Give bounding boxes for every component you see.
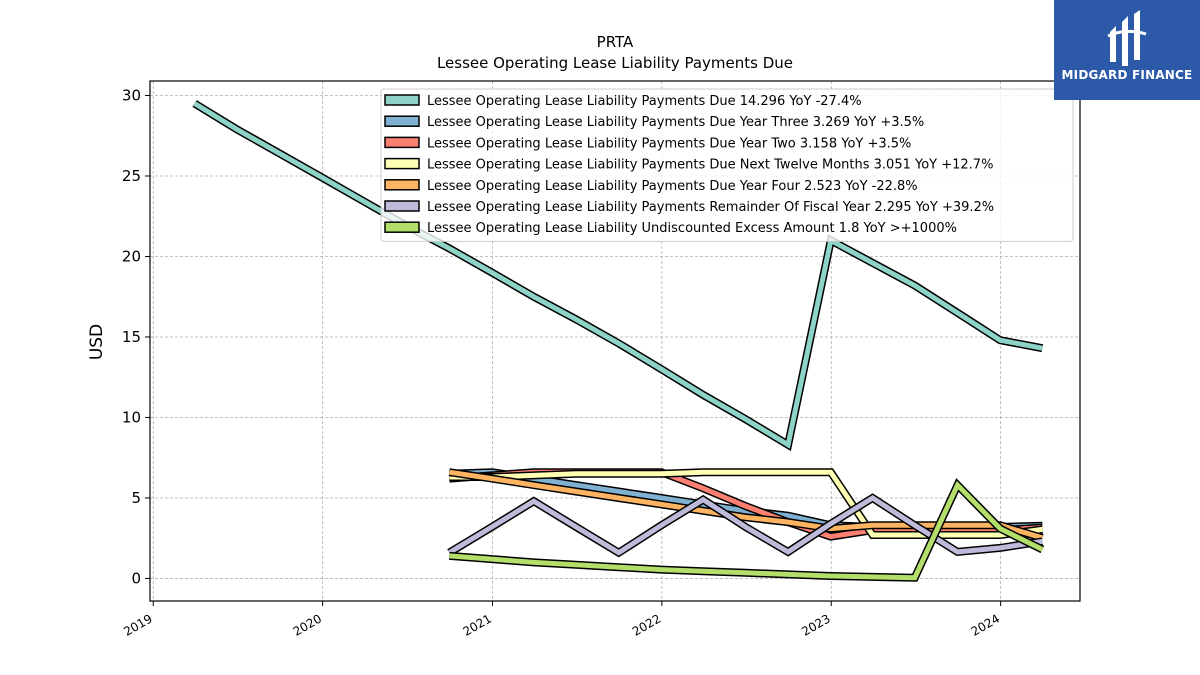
x-tick-label: 2021 xyxy=(461,611,494,638)
x-tick-label: 2023 xyxy=(799,611,832,638)
legend-label: Lessee Operating Lease Liability Payment… xyxy=(427,179,918,194)
series-stroke xyxy=(449,480,1044,581)
legend-entry: Lessee Operating Lease Liability Undisco… xyxy=(384,221,957,236)
y-tick-label: 10 xyxy=(122,408,141,426)
brand-name: MIDGARD FINANCE xyxy=(1061,68,1193,82)
legend-swatch xyxy=(384,221,420,233)
series-stroke xyxy=(193,101,1043,449)
legend-label: Lessee Operating Lease Liability Payment… xyxy=(427,94,862,109)
legend-entry: Lessee Operating Lease Liability Payment… xyxy=(384,157,993,173)
legend-entry: Lessee Operating Lease Liability Payment… xyxy=(384,94,862,109)
midgard-finance-logo: MIDGARD FINANCE xyxy=(1054,0,1200,100)
series-line-1 xyxy=(192,100,1044,452)
series-stroke xyxy=(449,469,1043,538)
y-tick-label: 30 xyxy=(122,86,141,104)
y-tick-label: 20 xyxy=(122,247,141,265)
legend-entry: Lessee Operating Lease Liability Payment… xyxy=(384,200,994,215)
logo-mark-icon xyxy=(1107,10,1147,66)
legend-label: Lessee Operating Lease Liability Undisco… xyxy=(427,221,957,236)
legend-label: Lessee Operating Lease Liability Payment… xyxy=(427,115,924,130)
legend-swatch xyxy=(384,136,420,149)
series-line-6 xyxy=(447,493,1044,558)
series-layer xyxy=(192,100,1045,582)
chart-subtitle: Lessee Operating Lease Liability Payment… xyxy=(437,54,793,72)
y-axis-label: USD xyxy=(87,324,107,360)
legend-swatch xyxy=(384,115,420,127)
legend-box xyxy=(380,88,1074,242)
legend: Lessee Operating Lease Liability Payment… xyxy=(380,88,1074,242)
legend-label: Lessee Operating Lease Liability Payment… xyxy=(427,158,993,173)
x-tick-label: 2024 xyxy=(969,611,1002,638)
legend-label: Lessee Operating Lease Liability Payment… xyxy=(427,136,911,151)
series-line-7 xyxy=(449,478,1045,582)
chart-title: PRTA xyxy=(597,33,634,51)
x-tick-label: 2020 xyxy=(291,611,324,638)
y-tick-label: 0 xyxy=(131,569,141,587)
legend-entry: Lessee Operating Lease Liability Payment… xyxy=(384,179,918,194)
legend-swatch xyxy=(384,94,420,106)
legend-swatch xyxy=(384,200,420,212)
y-tick-label: 25 xyxy=(122,167,141,185)
y-tick-label: 5 xyxy=(131,489,141,507)
x-tick-label: 2022 xyxy=(630,611,663,638)
y-tick-label: 15 xyxy=(122,328,141,346)
legend-label: Lessee Operating Lease Liability Payment… xyxy=(427,200,994,215)
legend-entry: Lessee Operating Lease Liability Payment… xyxy=(384,136,911,151)
x-tick-label: 2019 xyxy=(121,611,154,638)
legend-swatch xyxy=(384,157,420,170)
legend-entry: Lessee Operating Lease Liability Payment… xyxy=(384,115,924,130)
plot-frame xyxy=(149,80,1081,602)
series-line-4 xyxy=(449,468,1043,539)
series-stroke xyxy=(448,495,1043,556)
legend-swatch xyxy=(384,179,420,191)
